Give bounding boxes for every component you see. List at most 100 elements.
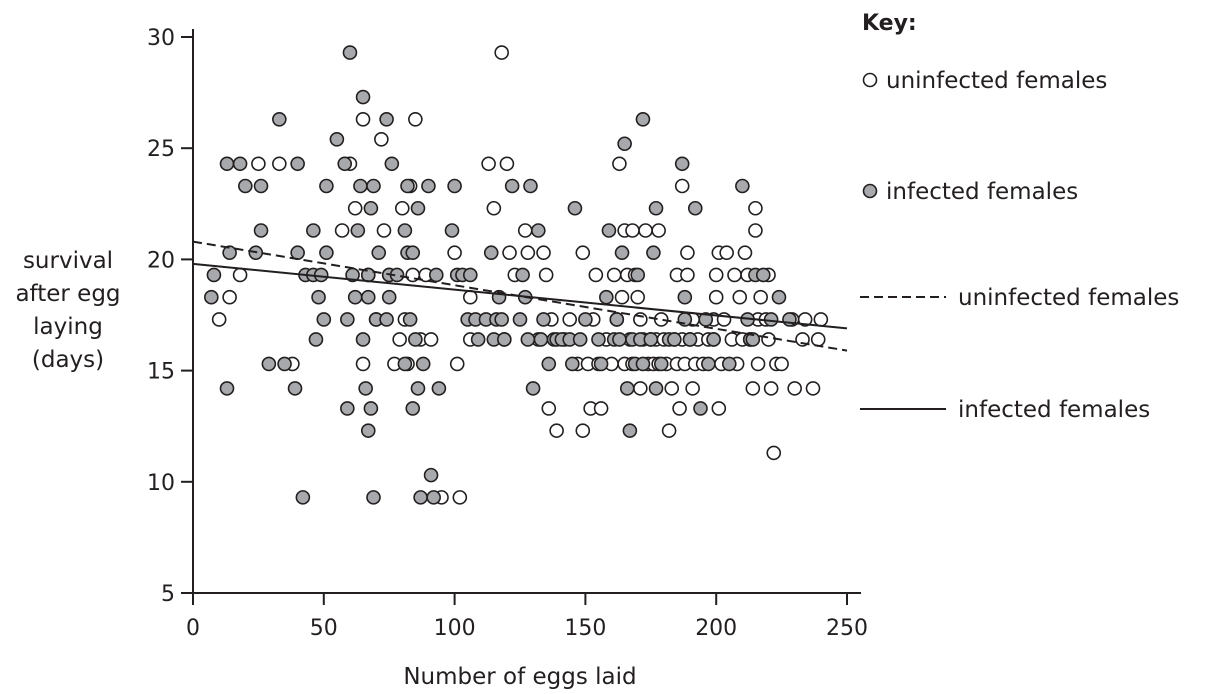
uninfected-point [502, 245, 517, 261]
uninfected-point [761, 332, 776, 347]
x-tick-label: 200 [695, 616, 737, 641]
infected-point [379, 111, 394, 127]
legend-filled-circle-icon [862, 183, 878, 199]
uninfected-point [797, 312, 813, 327]
infected-point [350, 223, 366, 238]
legend-label: uninfected females [958, 285, 1179, 311]
uninfected-point [392, 332, 407, 347]
infected-point [261, 356, 277, 372]
uninfected-point [376, 223, 392, 238]
infected-point [355, 89, 371, 105]
infected-point [384, 156, 400, 172]
infected-point [504, 178, 520, 194]
uninfected-point [680, 245, 695, 261]
infected-point [599, 289, 614, 305]
infected-point [525, 381, 541, 396]
uninfected-point [408, 111, 423, 127]
infected-point [316, 312, 332, 327]
infected-point [444, 223, 460, 238]
uninfected-point [727, 267, 742, 283]
infected-point [572, 332, 588, 347]
infected-point [646, 245, 661, 261]
infected-point [653, 356, 669, 372]
infected-point [295, 490, 311, 505]
uninfected-point [593, 401, 609, 416]
y-axis-title-line: laying [33, 314, 103, 340]
infected-point [687, 200, 703, 216]
infected-point [306, 223, 321, 238]
infected-point [253, 178, 269, 194]
infected-point [648, 381, 664, 396]
y-tick-label: 25 [147, 137, 175, 162]
uninfected-point [462, 289, 478, 305]
infected-point [253, 223, 269, 238]
infected-point [755, 267, 771, 283]
uninfected-point [753, 289, 768, 305]
uninfected-point [708, 267, 724, 283]
infected-point [682, 332, 698, 347]
infected-point [206, 267, 222, 283]
uninfected-point [672, 401, 687, 416]
infected-point [593, 356, 609, 372]
legend-label: uninfected females [886, 68, 1107, 94]
x-tick-label: 0 [186, 616, 200, 641]
infected-point [421, 178, 436, 194]
infected-point [470, 332, 486, 347]
data-points [204, 45, 829, 505]
uninfected-point [447, 245, 462, 261]
infected-point [204, 289, 219, 305]
infected-point [277, 356, 292, 372]
infected-point [272, 111, 287, 127]
infected-point [721, 356, 737, 372]
uninfected-point [661, 423, 677, 438]
uninfected-point [630, 289, 646, 305]
infected-point [447, 178, 462, 194]
uninfected-point [633, 381, 648, 396]
infected-point [405, 245, 421, 261]
uninfected-point [394, 200, 410, 216]
infected-point [408, 332, 423, 347]
uninfected-point [355, 111, 371, 127]
legend-title: Key: [862, 11, 917, 36]
uninfected-point [674, 178, 690, 194]
uninfected-point [680, 267, 695, 283]
infected-point [735, 178, 750, 194]
y-tick-label: 10 [147, 471, 175, 496]
uninfected-point [737, 245, 753, 261]
infected-point [428, 267, 444, 283]
infected-point [512, 312, 528, 327]
infected-point [614, 245, 630, 261]
legend: Key: uninfected females infected females un… [860, 11, 1179, 423]
uninfected-point [766, 445, 782, 461]
infected-point [402, 312, 418, 327]
infected-point [541, 356, 557, 372]
infected-point [609, 312, 625, 327]
infected-point [693, 401, 708, 416]
uninfected-point [520, 245, 536, 261]
infected-point [308, 332, 324, 347]
infected-point [329, 132, 345, 147]
infected-point [494, 312, 509, 327]
uninfected-point [625, 223, 640, 238]
uninfected-point [449, 356, 465, 372]
infected-point [423, 467, 439, 483]
infected-point [643, 332, 659, 347]
uninfected-point [805, 381, 821, 396]
uninfected-point [719, 245, 734, 261]
uninfected-point [374, 132, 389, 147]
infected-point [379, 312, 394, 327]
infected-point [319, 178, 334, 194]
infected-point [222, 245, 237, 261]
infected-point [219, 156, 235, 172]
uninfected-point [810, 332, 826, 347]
infected-point [400, 178, 415, 194]
uninfected-point [499, 156, 515, 172]
infected-point [520, 332, 536, 347]
trend-lines [192, 240, 848, 352]
uninfected-point [549, 423, 564, 438]
infected-point [617, 136, 632, 152]
infected-point [397, 223, 413, 238]
uninfected-point [664, 381, 680, 396]
uninfected-point [745, 381, 761, 396]
infected-point [601, 223, 617, 238]
